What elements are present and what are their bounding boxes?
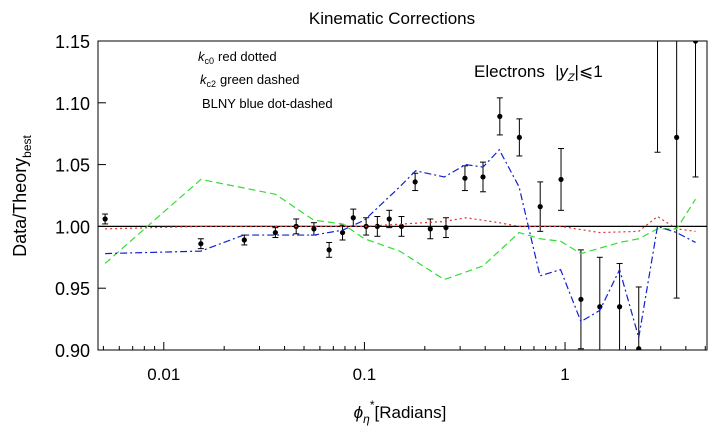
data-point	[350, 215, 356, 221]
note: kc0 red dotted	[198, 49, 277, 66]
y-label-sub: best	[20, 134, 34, 157]
note: BLNY blue dot-dashed	[202, 96, 333, 111]
x-label-symbol: ϕ	[354, 403, 363, 422]
data-point	[198, 241, 204, 247]
data-point	[386, 216, 392, 222]
y-axis-label: Data/Theorybest	[10, 134, 34, 256]
data-point	[636, 346, 642, 350]
data-point	[102, 216, 108, 222]
data-point	[578, 296, 584, 302]
data-point	[537, 204, 543, 210]
y-tick-label: 1.05	[55, 156, 90, 176]
chart-title: Kinematic Corrections	[309, 9, 475, 28]
note-sub: c2	[207, 79, 217, 89]
x-tick-label: 1	[560, 365, 569, 384]
data-point	[497, 113, 503, 119]
x-label-sup: *	[370, 398, 375, 412]
series-line	[104, 178, 697, 281]
x-label-text: [Radians]	[374, 403, 446, 422]
data-point	[480, 174, 486, 180]
data-point	[374, 223, 380, 229]
data-point	[427, 226, 433, 232]
y-tick-label: 1.00	[55, 217, 90, 237]
data-point	[339, 229, 346, 236]
x-tick-label: 0.01	[147, 365, 180, 384]
data-point	[398, 223, 405, 229]
data-point	[558, 176, 564, 183]
note-symbol: k	[200, 72, 208, 87]
data-point	[597, 304, 603, 310]
data-point	[674, 134, 680, 141]
data-point	[326, 247, 332, 253]
y-tick-label: 1.10	[55, 94, 90, 114]
data-point	[241, 237, 247, 243]
note-text: red dotted	[218, 49, 277, 64]
y-label-text: Data/Theory	[10, 158, 30, 257]
series-line	[105, 148, 696, 338]
annotation: Electrons |yZ|⩽1	[474, 62, 603, 84]
annotation-rest: |⩽1	[575, 62, 603, 81]
data-point	[311, 226, 317, 232]
plot-frame	[97, 40, 708, 351]
note-symbol: k	[198, 49, 206, 64]
x-label-sub: η	[363, 412, 370, 426]
data-point	[655, 26, 660, 31]
y-tick-label: 0.90	[55, 341, 90, 361]
y-tick-label: 1.15	[55, 32, 90, 52]
data-point	[272, 229, 278, 236]
note: kc2 green dashed	[200, 72, 300, 89]
x-axis-label: ϕη*[Radians]	[354, 398, 447, 426]
data-point	[616, 304, 623, 310]
x-tick-label: 0.1	[353, 365, 377, 384]
plot-area	[98, 26, 707, 350]
data-point	[412, 179, 418, 185]
data-point	[443, 225, 449, 231]
y-tick-label: 0.95	[55, 279, 90, 299]
data-point	[516, 134, 522, 141]
annotation-symbol: |y	[555, 62, 569, 81]
annotation-sub: Z	[567, 72, 576, 84]
data-point	[692, 41, 699, 44]
annotation-text: Electrons	[474, 62, 545, 81]
note-sub: c0	[205, 56, 215, 66]
data-point	[462, 175, 468, 181]
note-text: green dashed	[220, 72, 300, 87]
series-line	[105, 215, 696, 234]
